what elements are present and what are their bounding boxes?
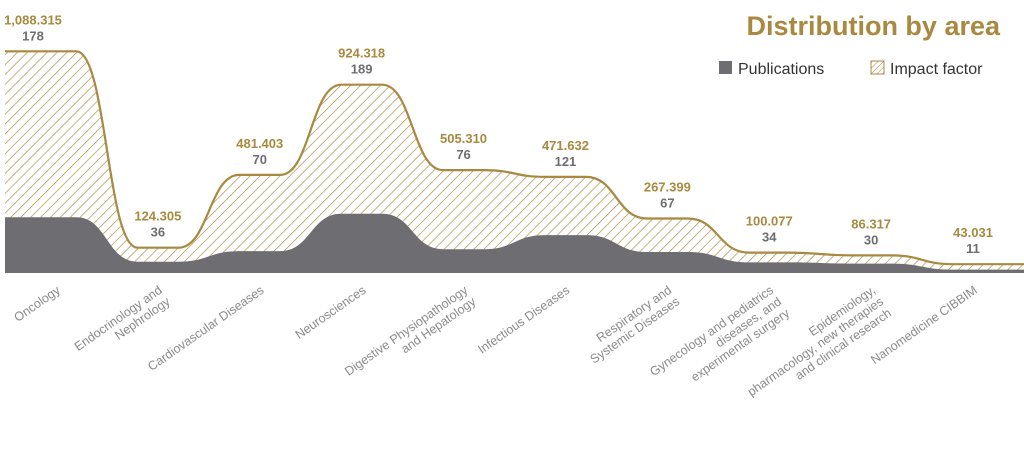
category-label: Nanomedicine CIBBIM bbox=[868, 283, 980, 367]
publications-value-label: 36 bbox=[151, 225, 165, 240]
publications-value-label: 178 bbox=[22, 28, 44, 43]
legend-publications-label: Publications bbox=[738, 61, 824, 78]
publications-area bbox=[5, 213, 1024, 273]
publications-value-label: 76 bbox=[456, 147, 470, 162]
publications-value-label: 121 bbox=[555, 154, 577, 169]
impact-factor-value-label: 481.403 bbox=[236, 136, 283, 151]
impact-factor-value-label: 100.077 bbox=[746, 214, 793, 229]
impact-factor-value-label: 124.305 bbox=[134, 209, 181, 224]
impact-factor-value-label: 86.317 bbox=[851, 216, 891, 231]
publications-value-label: 70 bbox=[253, 152, 267, 167]
impact-factor-area bbox=[5, 51, 1024, 273]
chart-areas bbox=[5, 50, 1024, 273]
publications-value-label: 11 bbox=[966, 241, 980, 256]
publications-value-label: 67 bbox=[660, 196, 674, 211]
impact-factor-value-label: 1,088.315 bbox=[4, 12, 62, 27]
impact-factor-value-label: 43.031 bbox=[953, 225, 993, 240]
legend-publications-swatch bbox=[719, 61, 732, 74]
chart-title: Distribution by area bbox=[746, 11, 1001, 41]
publications-value-label: 34 bbox=[762, 230, 777, 245]
impact-factor-value-label: 471.632 bbox=[542, 138, 589, 153]
legend-impact-factor-swatch bbox=[870, 60, 885, 75]
impact-factor-value-label: 505.310 bbox=[440, 131, 487, 146]
category-label: Digestive Physiopathologyand Hepatology bbox=[342, 283, 479, 390]
impact-factor-line bbox=[5, 50, 1024, 266]
impact-factor-value-label: 267.399 bbox=[644, 180, 691, 195]
publications-value-label: 30 bbox=[864, 232, 878, 247]
category-label: Neurosciences bbox=[293, 283, 369, 342]
impact-factor-value-label: 924.318 bbox=[338, 46, 385, 61]
category-label: Oncology bbox=[11, 283, 63, 325]
publications-value-label: 189 bbox=[351, 62, 373, 77]
category-label: Infectious Diseases bbox=[475, 283, 572, 357]
legend: Publications Impact factor bbox=[719, 60, 983, 78]
legend-impact-factor-label: Impact factor bbox=[890, 61, 983, 78]
category-labels: Oncology Endocrinology andNephrologyCardi… bbox=[11, 283, 980, 399]
